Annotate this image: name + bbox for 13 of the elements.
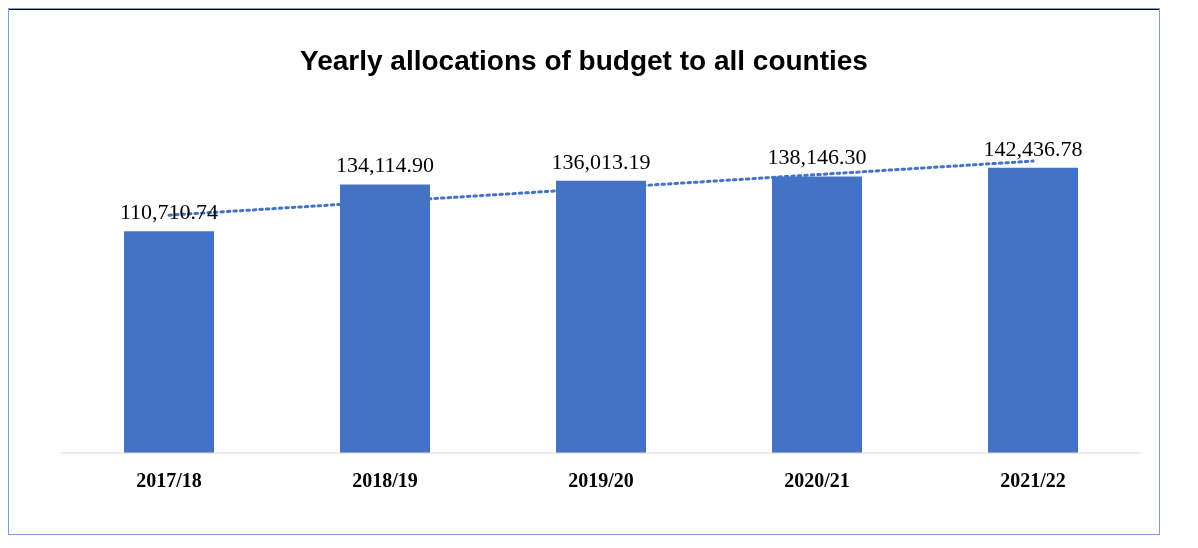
x-tick-label: 2020/21 (784, 469, 850, 492)
x-tick-label: 2021/22 (1000, 469, 1066, 492)
bar (124, 231, 214, 453)
data-label: 142,436.78 (983, 135, 1083, 161)
x-tick-label: 2017/18 (136, 469, 202, 492)
chart-title: Yearly allocations of budget to all counties (299, 45, 869, 77)
x-tick-label: 2019/20 (568, 469, 634, 492)
data-label: 110,710.74 (119, 199, 219, 225)
x-tick-label: 2018/19 (352, 469, 418, 492)
bar (988, 167, 1078, 453)
data-label: 138,146.30 (767, 144, 867, 170)
data-label: 134,114.90 (335, 152, 435, 178)
data-label: 136,013.19 (551, 148, 651, 174)
